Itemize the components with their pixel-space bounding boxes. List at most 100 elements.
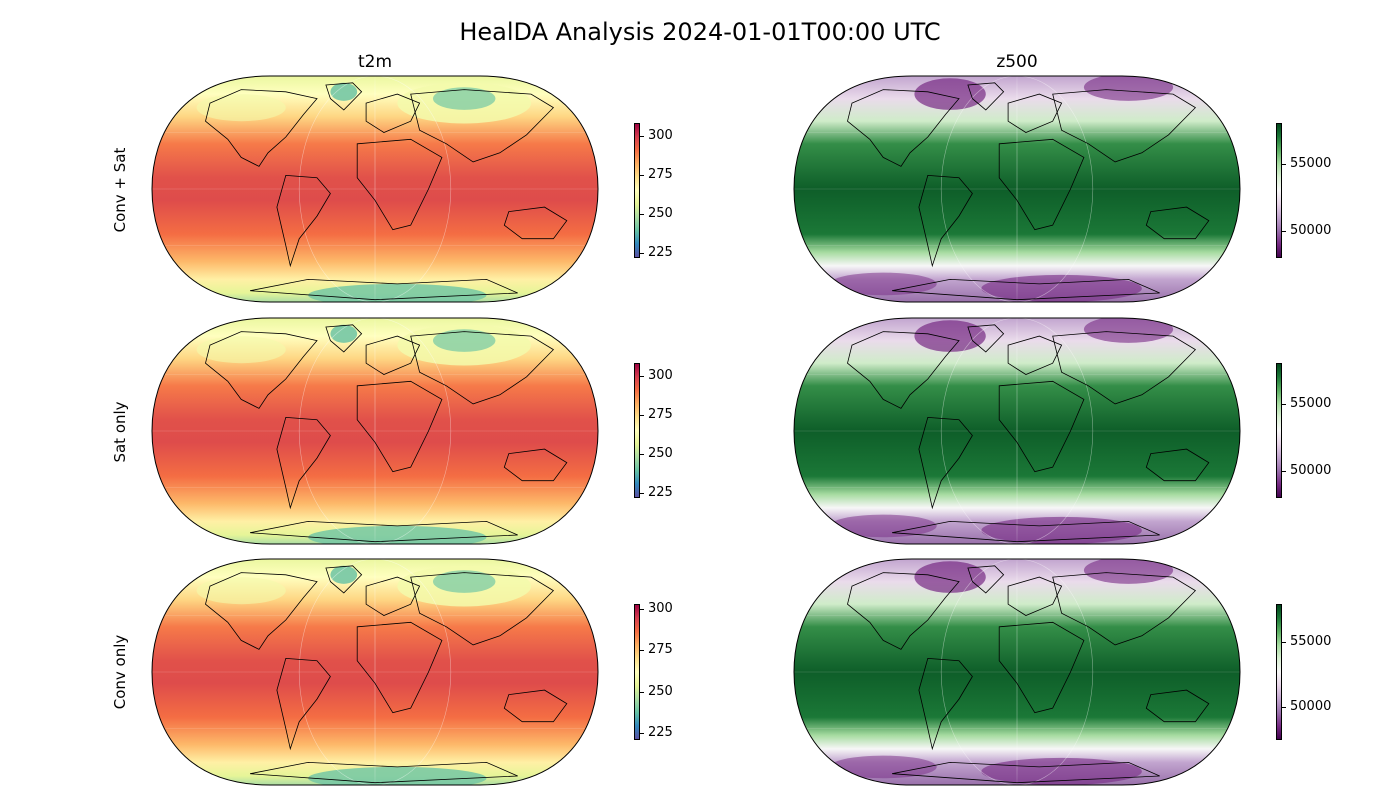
coastline-africa <box>998 380 1085 473</box>
coastline-northAmerica <box>847 331 960 409</box>
coastline-northAmerica <box>205 572 318 650</box>
coastline-asia <box>410 572 555 646</box>
colorbar-t2m-row-3 <box>634 604 640 740</box>
coastline-asia <box>1052 572 1197 646</box>
field-background <box>794 76 1240 302</box>
colorbar-tick-label: 55000 <box>1290 156 1332 171</box>
coastline-northAmerica <box>205 89 318 167</box>
map-t2m-row-2 <box>151 317 599 545</box>
coastline-northAmerica <box>205 331 318 409</box>
coastline-africa <box>998 138 1085 231</box>
coastline-southAmerica <box>918 416 973 510</box>
colorbar-tick-mark <box>1282 404 1286 405</box>
colorbar-tick-mark <box>640 650 644 651</box>
colorbar-z500-row-3 <box>1276 604 1282 740</box>
field-background <box>794 559 1240 785</box>
coastline-greenland <box>967 565 1005 594</box>
coastline-greenland <box>967 82 1005 111</box>
map-t2m-row-1 <box>151 75 599 303</box>
colorbar-tick-label: 225 <box>648 245 673 260</box>
colorbar-tick-mark <box>640 253 644 254</box>
map-z500-row-3 <box>793 558 1241 786</box>
coastline-southAmerica <box>276 416 331 510</box>
colorbar-tick-label: 225 <box>648 485 673 500</box>
colorbar-tick-label: 225 <box>648 725 673 740</box>
coastline-africa <box>998 621 1085 714</box>
colorbar-tick-mark <box>1282 707 1286 708</box>
map-z500-row-2 <box>793 317 1241 545</box>
coastline-southAmerica <box>918 174 973 268</box>
coastline-greenland <box>967 324 1005 353</box>
coastline-asia <box>1052 89 1197 163</box>
colorbar-tick-mark <box>640 692 644 693</box>
coastline-greenland <box>325 82 363 111</box>
coastline-europe <box>1007 576 1063 616</box>
coastline-antarctica <box>250 520 518 543</box>
colorbar-tick-label: 275 <box>648 407 673 422</box>
column-title-z500: z500 <box>996 52 1038 72</box>
row-label-sat-only: Sat only <box>111 401 129 463</box>
coastline-australia <box>1145 448 1210 482</box>
row-label-conv-sat: Conv + Sat <box>111 147 129 233</box>
colorbar-tick-label: 250 <box>648 684 673 699</box>
coastline-asia <box>1052 331 1197 405</box>
map-outline <box>793 558 1241 786</box>
coastline-antarctica <box>892 761 1160 784</box>
colorbar-tick-mark <box>640 733 644 734</box>
colorbar-tick-label: 55000 <box>1290 634 1332 649</box>
coastline-southAmerica <box>918 657 973 751</box>
colorbar-z500-row-1 <box>1276 123 1282 258</box>
colorbar-tick-label: 275 <box>648 167 673 182</box>
colorbar-tick-mark <box>640 175 644 176</box>
colorbar-t2m-row-2 <box>634 363 640 498</box>
colorbar-tick-label: 300 <box>648 368 673 383</box>
figure-title: HealDA Analysis 2024-01-01T00:00 UTC <box>459 18 941 46</box>
colorbar-tick-mark <box>640 376 644 377</box>
colorbar-tick-label: 300 <box>648 601 673 616</box>
row-label-conv-only: Conv only <box>111 634 129 710</box>
coastline-europe <box>1007 335 1063 375</box>
colorbar-tick-mark <box>640 415 644 416</box>
colorbar-tick-label: 50000 <box>1290 699 1332 714</box>
map-t2m-row-3 <box>151 558 599 786</box>
coastline-asia <box>410 331 555 405</box>
coastline-northAmerica <box>847 572 960 650</box>
field-background <box>794 318 1240 544</box>
colorbar-tick-mark <box>640 214 644 215</box>
colorbar-tick-label: 55000 <box>1290 396 1332 411</box>
map-outline <box>793 317 1241 545</box>
map-outline <box>151 317 599 545</box>
coastline-southAmerica <box>276 174 331 268</box>
coastline-australia <box>503 689 568 723</box>
coastline-europe <box>365 576 421 616</box>
coastline-australia <box>503 448 568 482</box>
coastline-africa <box>356 621 443 714</box>
map-outline <box>151 75 599 303</box>
colorbar-tick-label: 300 <box>648 128 673 143</box>
colorbar-tick-mark <box>1282 471 1286 472</box>
coastline-southAmerica <box>276 657 331 751</box>
coastline-antarctica <box>892 520 1160 543</box>
colorbar-tick-mark <box>1282 164 1286 165</box>
colorbar-tick-label: 250 <box>648 206 673 221</box>
colorbar-tick-mark <box>640 136 644 137</box>
coastline-australia <box>1145 206 1210 240</box>
column-title-t2m: t2m <box>357 52 393 72</box>
coastline-australia <box>503 206 568 240</box>
colorbar-tick-label: 50000 <box>1290 463 1332 478</box>
coastline-africa <box>356 138 443 231</box>
coastline-greenland <box>325 324 363 353</box>
coastline-europe <box>365 93 421 133</box>
colorbar-tick-mark <box>1282 642 1286 643</box>
colorbar-tick-label: 275 <box>648 642 673 657</box>
colorbar-tick-mark <box>1282 231 1286 232</box>
coastline-antarctica <box>250 761 518 784</box>
colorbar-tick-label: 50000 <box>1290 223 1332 238</box>
colorbar-tick-mark <box>640 454 644 455</box>
coastline-northAmerica <box>847 89 960 167</box>
colorbar-tick-mark <box>640 609 644 610</box>
colorbar-z500-row-2 <box>1276 363 1282 498</box>
coastline-antarctica <box>892 278 1160 301</box>
colorbar-tick-mark <box>640 493 644 494</box>
coastline-europe <box>1007 93 1063 133</box>
